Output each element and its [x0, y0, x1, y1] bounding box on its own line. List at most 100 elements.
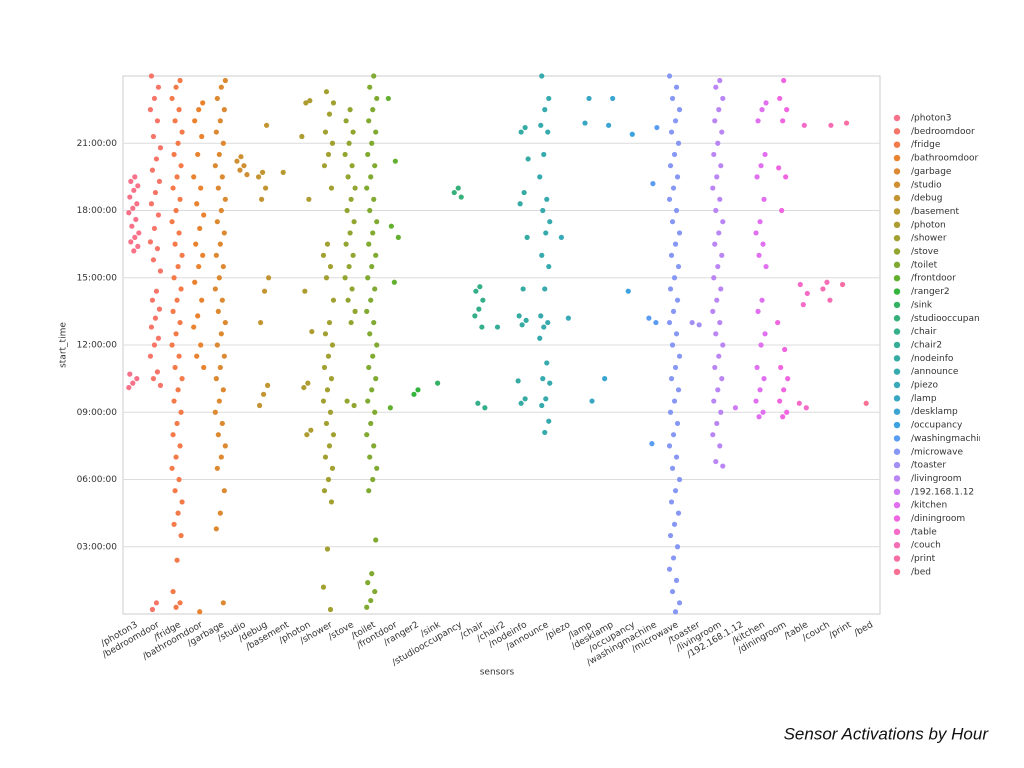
point	[797, 281, 803, 288]
legend-label: /stove	[911, 247, 939, 257]
point	[322, 129, 329, 135]
point	[582, 120, 588, 126]
point	[395, 234, 401, 240]
y-axis-title: start_time	[59, 322, 69, 368]
point	[171, 275, 177, 281]
point	[540, 207, 546, 214]
point	[775, 319, 781, 326]
point	[713, 84, 719, 90]
point	[302, 288, 308, 294]
point	[516, 313, 522, 319]
point	[843, 120, 850, 126]
point	[539, 402, 545, 409]
point	[343, 241, 349, 247]
point	[521, 189, 527, 196]
point	[715, 140, 721, 146]
point	[388, 223, 394, 229]
point	[324, 241, 331, 247]
point	[717, 77, 723, 84]
point	[476, 306, 482, 312]
point	[176, 230, 182, 236]
point	[364, 308, 370, 314]
point	[366, 118, 372, 124]
point	[714, 420, 720, 427]
point	[191, 174, 197, 180]
legend-swatch	[893, 248, 901, 255]
point	[218, 207, 224, 214]
legend-swatch	[893, 408, 901, 415]
legend-swatch	[893, 381, 901, 389]
point	[150, 133, 157, 140]
point	[494, 324, 501, 330]
point	[373, 129, 379, 135]
point	[155, 335, 162, 341]
point	[215, 308, 221, 314]
point	[522, 396, 528, 402]
point	[716, 353, 722, 359]
point	[367, 331, 373, 337]
legend-swatch	[893, 288, 901, 295]
point	[324, 387, 331, 393]
point	[173, 84, 179, 90]
point	[256, 402, 263, 409]
point	[237, 167, 243, 173]
point	[365, 151, 371, 158]
point	[221, 107, 227, 113]
point	[777, 398, 783, 404]
point	[330, 432, 337, 438]
point	[325, 476, 332, 483]
point	[367, 207, 373, 214]
point	[673, 207, 680, 214]
point	[157, 382, 164, 388]
point	[674, 174, 681, 180]
point	[716, 230, 722, 236]
point	[213, 376, 219, 382]
point	[257, 319, 264, 326]
strip	[646, 124, 660, 447]
legend-swatch	[893, 395, 901, 402]
point	[713, 331, 719, 337]
point	[369, 387, 375, 393]
point	[330, 297, 337, 303]
point	[586, 95, 592, 102]
point	[676, 230, 683, 236]
point	[149, 606, 156, 613]
point	[222, 77, 228, 84]
point	[222, 443, 228, 449]
point	[345, 297, 351, 303]
point	[558, 234, 564, 240]
point	[216, 398, 222, 404]
legend-label: /chair	[911, 327, 937, 337]
point	[547, 380, 553, 386]
legend-swatch	[893, 328, 901, 335]
point	[670, 308, 677, 314]
strip	[732, 405, 739, 411]
strip	[839, 120, 850, 288]
point	[779, 207, 785, 214]
strip	[411, 387, 421, 397]
point	[214, 219, 220, 225]
point	[169, 342, 175, 348]
legend-swatch	[893, 154, 901, 162]
point	[169, 219, 175, 225]
point	[718, 286, 724, 292]
point	[542, 286, 548, 292]
point	[646, 315, 652, 321]
point	[172, 364, 178, 371]
point	[778, 364, 784, 371]
point	[387, 405, 393, 411]
point	[148, 73, 155, 79]
point	[241, 163, 247, 169]
point	[320, 398, 327, 404]
strip	[299, 98, 315, 438]
point	[801, 122, 807, 128]
point	[220, 600, 226, 606]
point	[374, 219, 380, 225]
legend-label: /print	[911, 554, 936, 564]
point	[458, 194, 464, 200]
point	[219, 174, 225, 180]
point	[369, 140, 375, 146]
point	[153, 156, 160, 162]
